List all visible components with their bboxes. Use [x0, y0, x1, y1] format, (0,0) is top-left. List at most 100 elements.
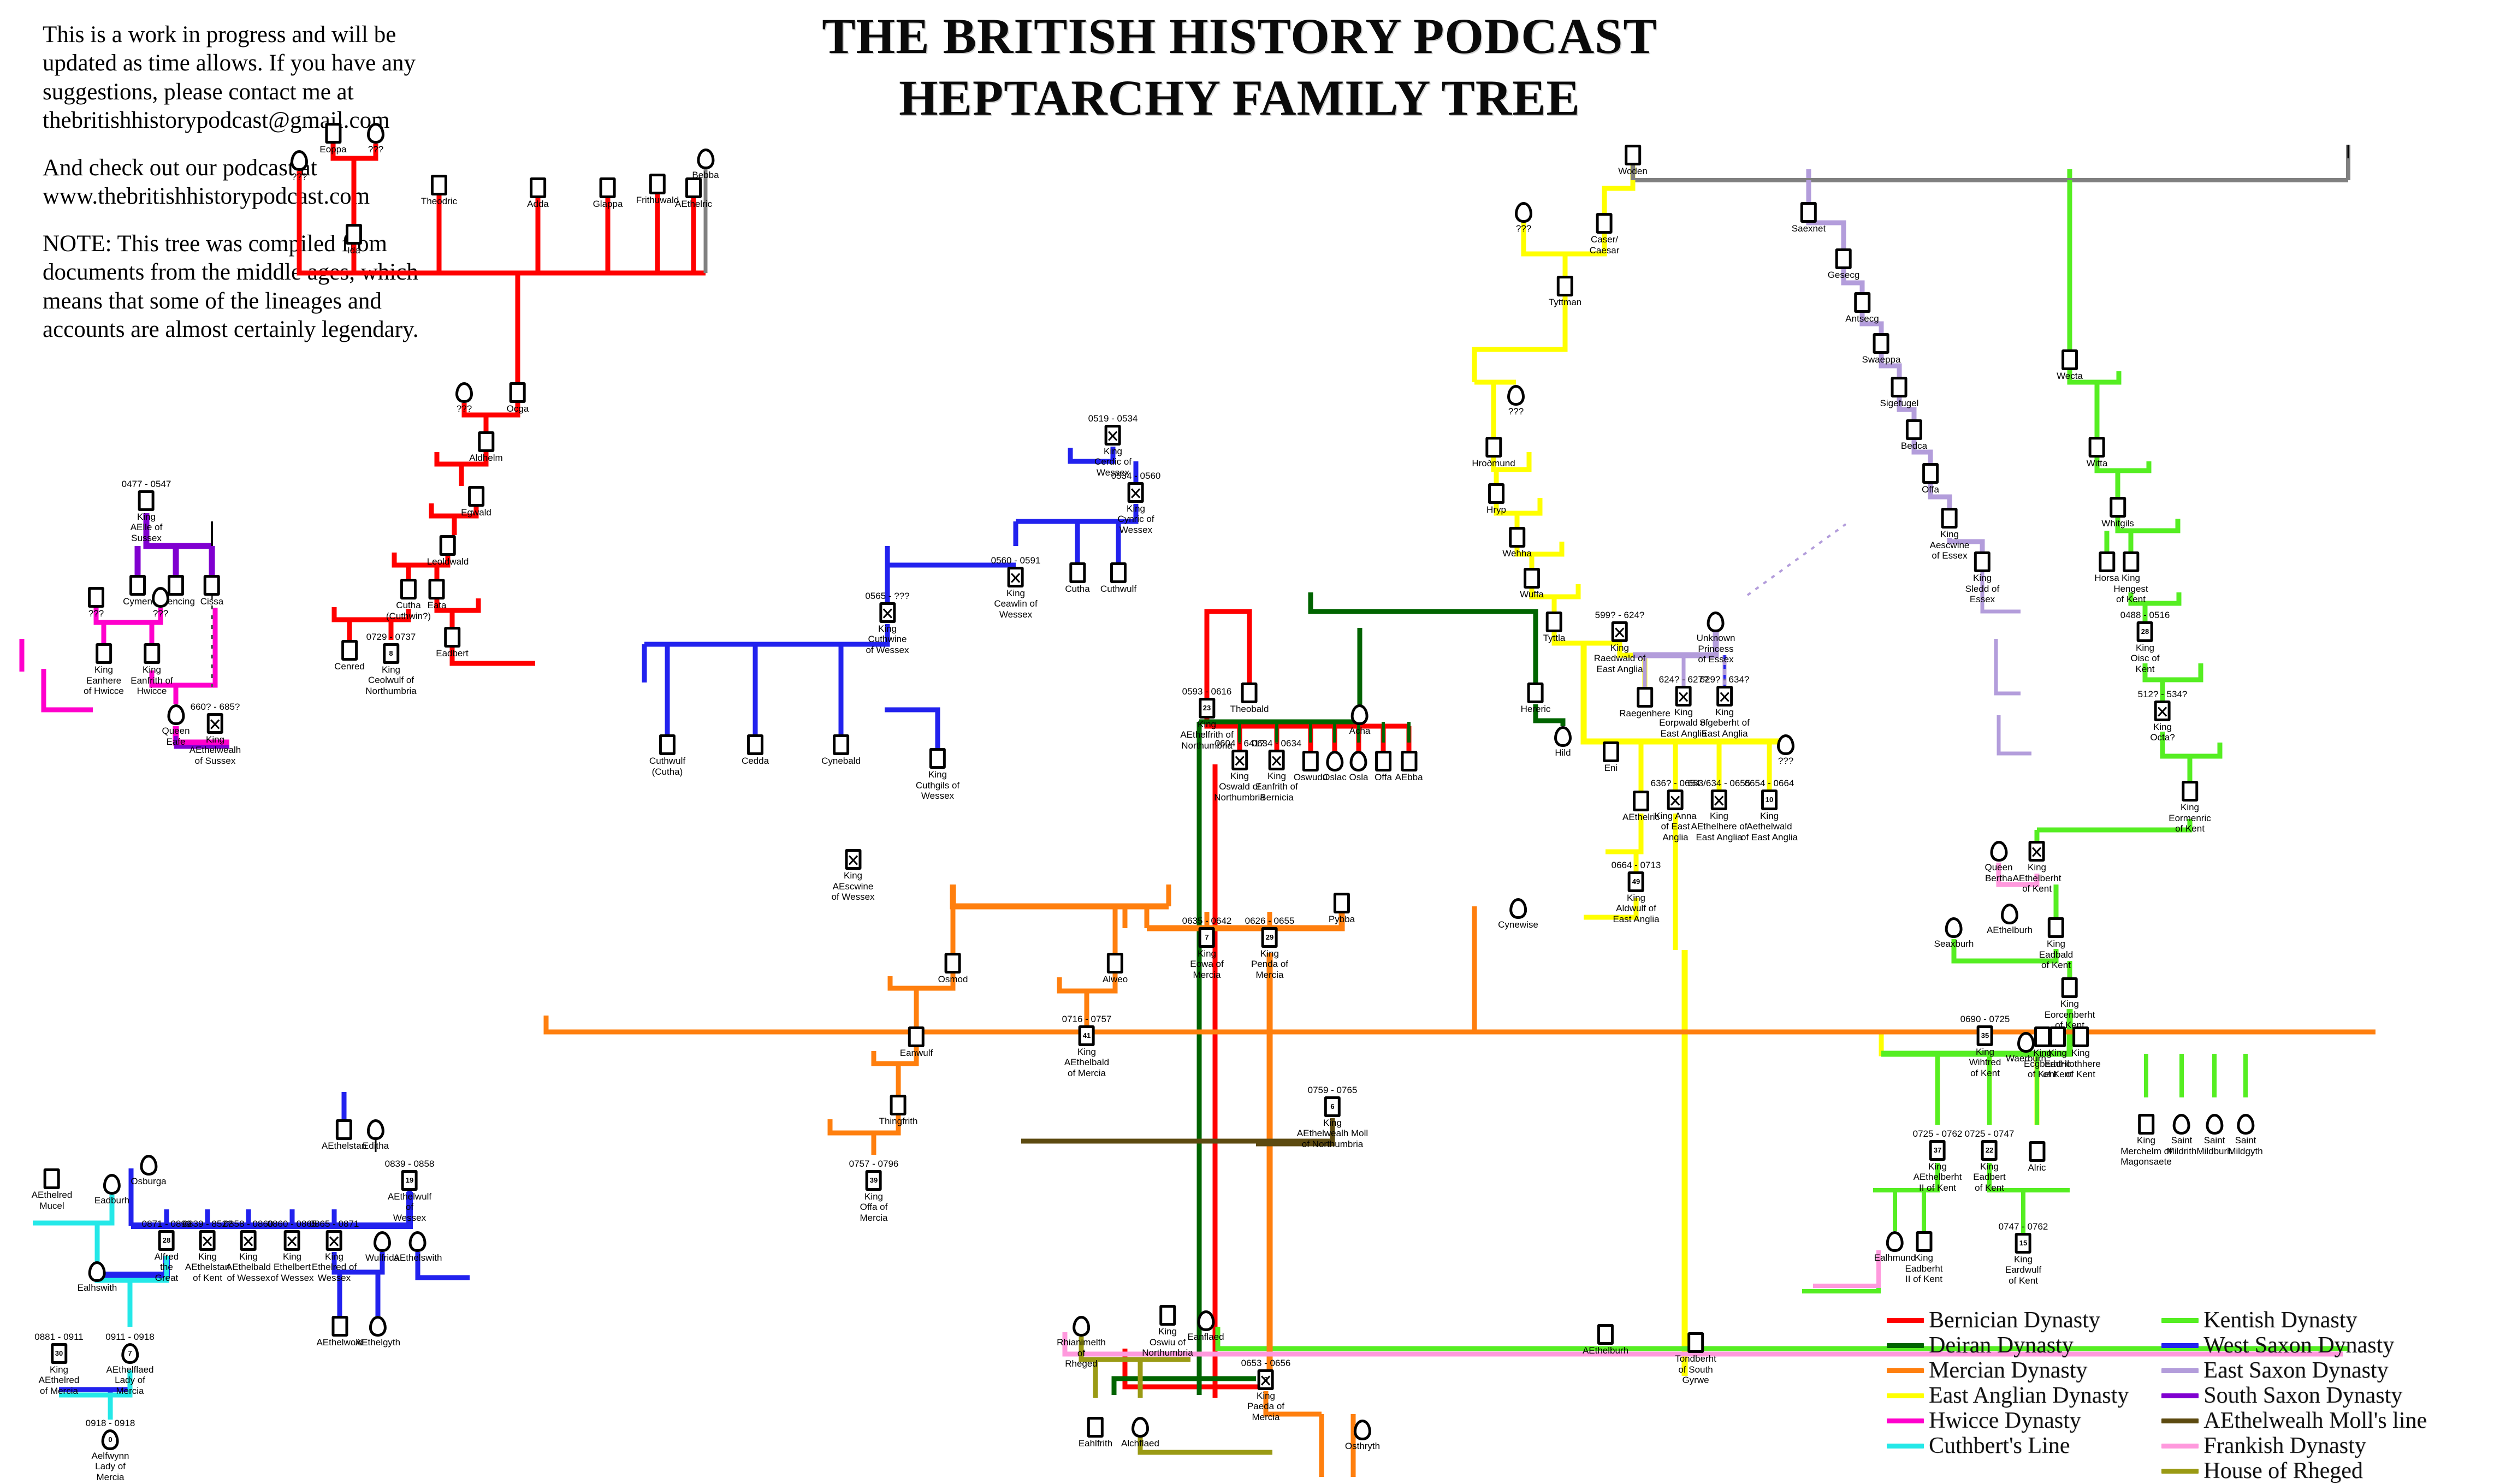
person-reign-dates: 0664 - 0713 [1611, 860, 1661, 870]
female-node-icon [1554, 726, 1572, 747]
person-node: Cutha (Cuthwin?) [386, 579, 431, 621]
male-node-icon [144, 643, 160, 664]
female-node-icon [455, 382, 473, 403]
male-node-icon [1800, 202, 1817, 223]
lineage-line [1841, 269, 1865, 292]
lineage-line [297, 171, 706, 276]
female-node-icon [1945, 917, 1963, 938]
female-node-icon [2017, 1032, 2035, 1053]
person-reign-dates: 0654 - 0664 [1744, 778, 1794, 788]
person-node: Wulfrida [365, 1231, 399, 1263]
male-node-icon [1008, 566, 1024, 587]
page-title: THE BRITISH HISTORY PODCAST HEPTARCHY FA… [754, 5, 1726, 129]
male-node-icon [944, 953, 961, 973]
person-reign-dates: 0729 - 0737 [366, 632, 416, 642]
person-reign-dates: 0653 - 0656 [1241, 1358, 1291, 1368]
person-node: Editha [363, 1119, 389, 1151]
person-name-label: ??? [88, 608, 104, 619]
person-node: 0560 - 0591 King Ceawlin of Wessex [991, 555, 1041, 620]
male-node-icon [2137, 1114, 2154, 1135]
person-node: 0716 - 0757 41 King AEthelbald of Mercia [1062, 1014, 1112, 1079]
person-name-label: Eadbert [436, 648, 469, 658]
lineage-line [2037, 819, 2193, 833]
female-node-icon [103, 1174, 121, 1195]
person-name-label: King Aescwine of Essex [1929, 529, 1970, 561]
person-name-label: ??? [456, 403, 472, 414]
female-node-icon [1777, 734, 1794, 755]
person-name-label: Bedca [1900, 441, 1928, 451]
legend-item: Mercian Dynasty [1887, 1358, 2129, 1383]
person-reign-dates: 0626 - 0655 [1245, 916, 1295, 926]
person-reign-dates: 0634 - 0634 [1252, 738, 1302, 749]
person-name-label: Leoldwald [426, 556, 469, 567]
person-node: AEthelburh [1583, 1324, 1628, 1356]
male-node-icon: 22 [1981, 1139, 1998, 1161]
person-name-label: King Cuthwine of Wessex [866, 623, 909, 656]
male-node-icon [1087, 1417, 1104, 1438]
person-node: Cutha [1065, 562, 1090, 595]
person-node: Oslac [1323, 751, 1347, 783]
person-node: Caser/ Caesar [1590, 213, 1619, 256]
person-name-label: AEthelric [674, 199, 713, 209]
person-name-label: King Eadbert of Kent [1973, 1161, 2006, 1194]
person-name-label: King Offa of Mercia [860, 1191, 888, 1224]
person-node: 624? - 627? King Eorpwald of East Anglia [1659, 674, 1709, 739]
male-node-icon [206, 713, 223, 734]
male-node-icon: 23 [1198, 697, 1215, 719]
legend-color-swatch [1887, 1418, 1924, 1423]
lineage-line [1987, 1163, 2070, 1192]
male-node-icon: 3 [1258, 1369, 1274, 1390]
person-node: King Eadric of Kent [2043, 1026, 2072, 1080]
person-node: ??? [367, 123, 384, 155]
male-node-icon: 28 [158, 1230, 175, 1251]
person-name-label: King Octa? [2150, 721, 2175, 743]
person-node: Eadbert [436, 627, 469, 659]
person-node: Eni [1603, 741, 1619, 774]
male-node-icon [1603, 741, 1619, 762]
lineage-line [331, 1252, 385, 1275]
person-node: ??? [455, 382, 473, 414]
person-node: Tyttman [1549, 276, 1581, 308]
legend-item-label: East Saxon Dynasty [2203, 1358, 2389, 1383]
person-name-label: Egwald [461, 507, 491, 518]
male-node-icon [1241, 682, 1258, 703]
person-node: ??? [88, 587, 104, 619]
male-node-icon [326, 1230, 342, 1251]
person-node: Ealhswith [78, 1261, 117, 1293]
male-node-icon: 10 [1761, 789, 1778, 810]
male-node-icon [1231, 749, 1248, 770]
person-name-label: King Eanfrith of Bernicia [1255, 770, 1298, 803]
male-node-icon: 35 [1977, 1025, 1993, 1046]
person-node: Swaeppa [1862, 333, 1900, 365]
person-name-label: Queen Bertha [1984, 862, 2013, 883]
legend-item-label: Deiran Dynasty [1929, 1333, 2074, 1358]
male-node-icon [1069, 562, 1086, 583]
person-name-label: ??? [1508, 406, 1524, 417]
person-name-label: King Ceawlin of Wessex [994, 587, 1038, 620]
female-node-icon [167, 704, 185, 725]
person-name-label: Queen Eafe [162, 726, 190, 747]
person-node: Leoldwald [427, 535, 469, 567]
person-name-label: AEthelric [1622, 812, 1660, 822]
male-node-icon: 37 [1929, 1139, 1946, 1161]
female-node-icon [2205, 1114, 2223, 1135]
person-node: 0654 - 0664 10 King Aethelwald of East Ang… [1741, 778, 1798, 843]
person-name-label: AEbba [1395, 772, 1423, 782]
male-node-icon [341, 640, 358, 661]
person-name-label: Hryp [1486, 504, 1506, 515]
person-node: Wehha [1502, 527, 1532, 559]
person-reign-dates: 0759 - 0765 [1307, 1085, 1358, 1095]
person-name-label: Osla [1349, 772, 1369, 782]
person-name-label: Eoppa [319, 144, 347, 155]
male-node-icon [1922, 463, 1939, 484]
male-node-icon: 41 [1079, 1025, 1095, 1046]
person-node: 0634 - 0634 King Eanfrith of Bernicia [1252, 738, 1302, 803]
person-name-label: King Eadbald of Kent [2039, 939, 2074, 971]
male-node-icon [1835, 248, 1852, 269]
male-node-icon [890, 1095, 907, 1115]
person-name-label: Hroðmund [1472, 458, 1515, 468]
person-name-label: Cenred [334, 661, 365, 672]
person-node: Alric [2028, 1141, 2046, 1173]
person-node: Unknown Princess of Essex [1697, 612, 1735, 665]
person-node: King Eanfrith of Hwicce [131, 643, 173, 697]
